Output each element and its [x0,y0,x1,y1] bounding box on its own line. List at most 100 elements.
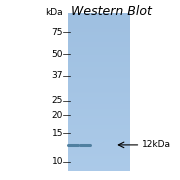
Bar [68,114,130,115]
Text: 37: 37 [51,71,63,80]
Bar [68,76,130,77]
Bar [68,92,130,93]
Bar [68,63,130,64]
Bar [68,24,130,25]
Bar [68,16,130,17]
Bar [68,32,130,33]
Bar [68,169,130,170]
Bar [68,66,130,67]
Bar [68,120,130,121]
Bar [68,127,130,128]
Bar [68,25,130,26]
Bar [68,77,130,78]
Bar [68,43,130,44]
Text: 25: 25 [52,96,63,105]
Bar [68,102,130,103]
Bar [68,167,130,168]
Bar [68,60,130,61]
Bar [68,109,130,110]
Bar [68,116,130,117]
Bar [68,44,130,45]
Bar [68,145,130,146]
Text: 50: 50 [51,50,63,59]
Bar [68,30,130,31]
Bar [68,41,130,42]
Bar [68,18,130,19]
Bar [68,130,130,131]
Bar [68,121,130,122]
Bar [68,62,130,63]
Text: 10: 10 [51,158,63,166]
Bar [68,94,130,95]
Bar [68,42,130,43]
Bar [68,53,130,54]
Bar [68,128,130,129]
Bar [68,122,130,123]
Bar [68,23,130,24]
Bar [68,48,130,49]
Bar [68,13,130,14]
Bar [68,105,130,106]
Bar [68,68,130,69]
Bar [68,45,130,46]
Bar [68,113,130,114]
Bar [68,21,130,22]
Bar [68,137,130,138]
Bar [68,89,130,90]
Bar [68,162,130,163]
Bar [68,147,130,148]
Bar [68,57,130,58]
Bar [68,142,130,143]
Bar [68,46,130,47]
Bar [68,166,130,167]
Bar [68,104,130,105]
Bar [68,52,130,53]
Bar [68,61,130,62]
Bar [68,33,130,34]
Bar [68,99,130,100]
Bar [68,40,130,41]
Bar [68,17,130,18]
Bar [68,79,130,80]
Bar [68,20,130,21]
Bar [68,133,130,134]
Bar [68,161,130,162]
Bar [68,56,130,57]
Bar [68,155,130,156]
Bar [68,91,130,92]
Bar [68,152,130,153]
Bar [68,84,130,85]
Text: 20: 20 [52,111,63,120]
Bar [68,37,130,38]
Bar [68,158,130,159]
Bar [68,136,130,137]
Bar [68,95,130,96]
Bar [68,55,130,56]
Bar [68,58,130,59]
Bar [68,163,130,164]
Bar [68,98,130,99]
Bar [68,160,130,161]
Bar [68,108,130,109]
Bar [68,31,130,32]
Bar [68,106,130,107]
Bar [68,67,130,68]
Bar [68,124,130,125]
Bar [68,140,130,141]
Bar [68,14,130,15]
Bar [68,156,130,157]
Text: 12kDa: 12kDa [142,140,171,149]
Bar [68,28,130,29]
Bar [68,83,130,84]
Text: 15: 15 [51,129,63,138]
Bar [68,65,130,66]
Bar [68,111,130,112]
Bar [68,87,130,88]
Bar [68,72,130,73]
Bar [68,85,130,86]
Bar [68,82,130,83]
Bar [68,144,130,145]
Bar [68,143,130,144]
Bar [68,146,130,147]
Bar [68,164,130,165]
